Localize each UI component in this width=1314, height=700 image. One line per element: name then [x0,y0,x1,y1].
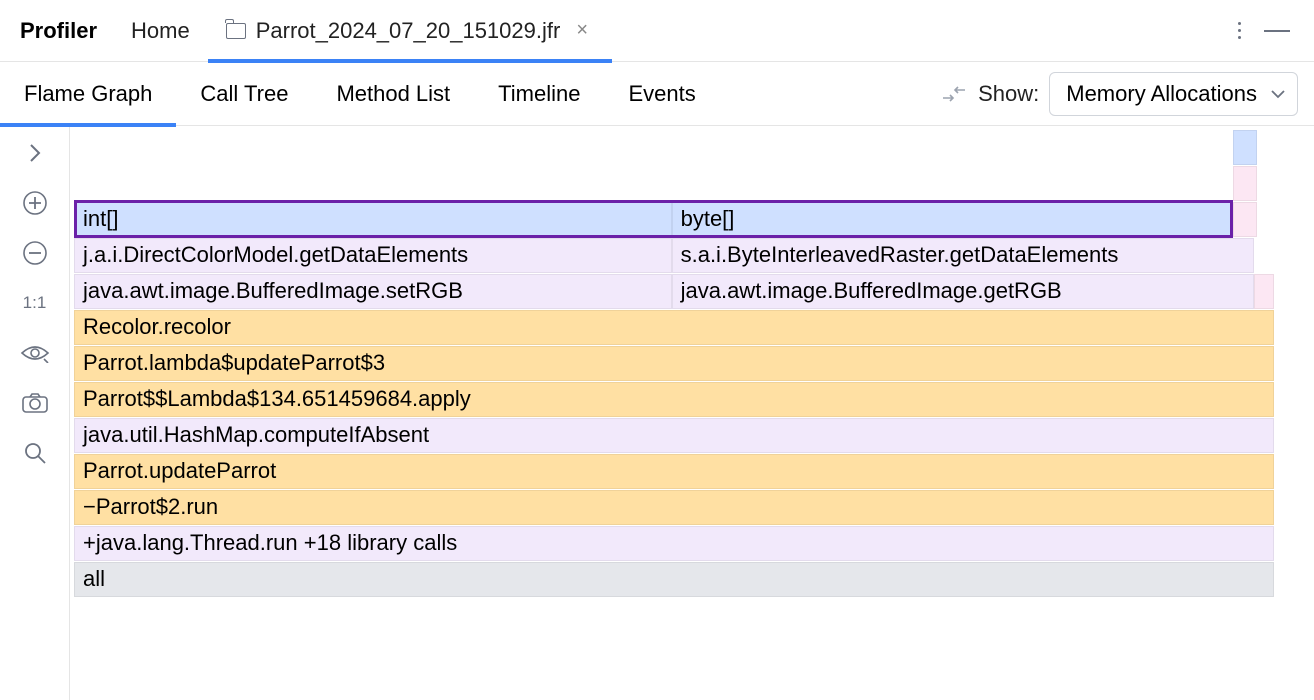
show-select[interactable]: Memory Allocations [1049,72,1298,116]
flame-frame-label: java.util.HashMap.computeIfAbsent [83,422,429,447]
flame-row: −Parrot$2.run [74,490,1274,526]
expand-frame-icon[interactable]: + [83,530,96,555]
flame-frame[interactable]: Parrot.updateParrot [74,454,1274,489]
view-tab-events[interactable]: Events [605,62,720,126]
flame-frame-label: Parrot.updateParrot [83,458,276,483]
view-tab-timeline[interactable]: Timeline [474,62,604,126]
flame-frame-label: Parrot$$Lambda$134.651459684.apply [83,386,471,411]
flame-frame-label: java.awt.image.BufferedImage.setRGB [83,278,463,303]
tab-file-label: Parrot_2024_07_20_151029.jfr [256,18,561,44]
flame-row: j.a.i.DirectColorModel.getDataElements s.… [74,238,1274,274]
flame-frame[interactable] [1254,274,1274,309]
flame-frame-label: j.a.i.DirectColorModel.getDataElements [83,242,468,267]
camera-icon[interactable] [20,388,50,418]
flame-row: int[] byte[] [74,202,1274,238]
add-icon[interactable] [20,188,50,218]
tab-home[interactable]: Home [113,0,208,62]
flame-frame[interactable] [1233,130,1257,165]
search-icon[interactable] [20,438,50,468]
flame-row: +java.lang.Thread.run +18 library calls [74,526,1274,562]
remove-icon[interactable] [20,238,50,268]
main-area: 1:1 all +java.lang.Thread.run +18 library… [0,126,1314,700]
flame-frame-label: byte[] [681,206,735,231]
tool-window-title: Profiler [8,18,113,44]
eye-icon[interactable] [20,338,50,368]
flame-row: Recolor.recolor [74,310,1274,346]
flame-sidebar: 1:1 [0,126,70,700]
show-selected-value: Memory Allocations [1066,81,1257,107]
close-tab-button[interactable]: × [570,17,594,44]
flame-frame[interactable]: byte[] [672,202,1234,237]
folder-icon [226,23,246,39]
flame-frame[interactable] [1233,166,1257,201]
profiler-app: Profiler Home Parrot_2024_07_20_151029.j… [0,0,1314,700]
flame-frame[interactable]: j.a.i.DirectColorModel.getDataElements [74,238,672,273]
chevron-down-icon [1271,89,1285,99]
flame-frame[interactable]: Recolor.recolor [74,310,1274,345]
flame-frame-label: java.awt.image.BufferedImage.getRGB [681,278,1062,303]
flame-row: Parrot.updateParrot [74,454,1274,490]
flame-frame[interactable]: s.a.i.ByteInterleavedRaster.getDataEleme… [672,238,1254,273]
tab-home-label: Home [131,18,190,44]
flame-row: Parrot.lambda$updateParrot$3 [74,346,1274,382]
flame-frame-label: s.a.i.ByteInterleavedRaster.getDataEleme… [681,242,1119,267]
flame-frame-label: int[] [83,206,118,231]
one-to-one-icon[interactable]: 1:1 [20,288,50,318]
flame-frame[interactable]: Parrot.lambda$updateParrot$3 [74,346,1274,381]
flame-frame-label: all [83,566,105,591]
flame-row [74,166,1274,202]
diff-icon[interactable] [936,76,972,112]
flame-row: java.util.HashMap.computeIfAbsent [74,418,1274,454]
collapse-frame-icon[interactable]: − [83,494,96,519]
flame-frame[interactable]: −Parrot$2.run [74,490,1274,525]
flame-frame[interactable]: all [74,562,1274,597]
flame-frame[interactable]: java.util.HashMap.computeIfAbsent [74,418,1274,453]
flame-frame[interactable]: java.awt.image.BufferedImage.setRGB [74,274,672,309]
view-tab-bar: Flame Graph Call Tree Method List Timeli… [0,62,1314,126]
more-options-button[interactable] [1226,22,1252,39]
flame-row: java.awt.image.BufferedImage.setRGB java.… [74,274,1274,310]
flame-frame-label: java.lang.Thread.run +18 library calls [96,530,457,555]
flame-frame[interactable]: int[] [74,202,672,237]
flame-frame-label: Parrot.lambda$updateParrot$3 [83,350,385,375]
flame-frame[interactable]: java.awt.image.BufferedImage.getRGB [672,274,1254,309]
show-label: Show: [978,81,1039,107]
view-tab-call-tree[interactable]: Call Tree [176,62,312,126]
expand-icon[interactable] [20,138,50,168]
flame-frame[interactable] [1233,202,1257,237]
minimize-button[interactable] [1264,30,1290,32]
flame-frame-label: Recolor.recolor [83,314,231,339]
flame-row [74,130,1274,166]
top-tab-bar: Profiler Home Parrot_2024_07_20_151029.j… [0,0,1314,62]
view-tab-method-list[interactable]: Method List [312,62,474,126]
flame-row: all [74,562,1274,598]
flame-graph-canvas[interactable]: all +java.lang.Thread.run +18 library cal… [70,126,1314,700]
flame-frame[interactable]: Parrot$$Lambda$134.651459684.apply [74,382,1274,417]
flame-frame[interactable]: +java.lang.Thread.run +18 library calls [74,526,1274,561]
flame-row: Parrot$$Lambda$134.651459684.apply [74,382,1274,418]
view-tab-flame-graph[interactable]: Flame Graph [0,62,176,126]
tab-file[interactable]: Parrot_2024_07_20_151029.jfr × [208,0,612,62]
flame-frame-label: Parrot$2.run [96,494,218,519]
